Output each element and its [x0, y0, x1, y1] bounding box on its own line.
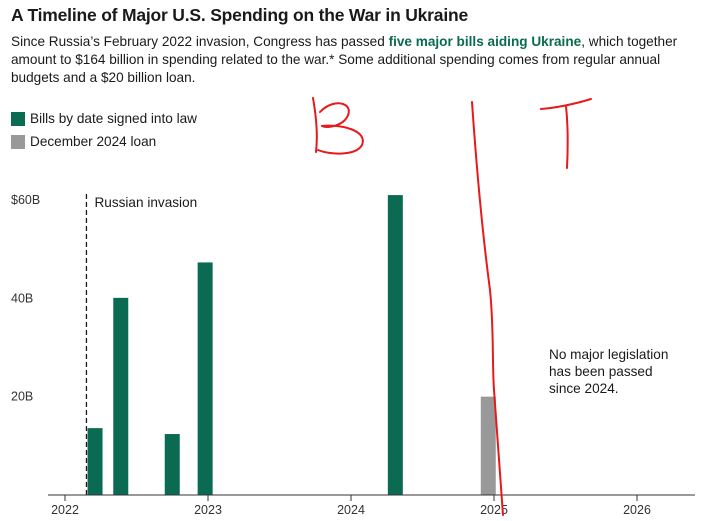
legend-item-loan: December 2024 loan	[11, 134, 156, 149]
bar-loan	[480, 396, 496, 495]
legend-swatch-bills	[11, 111, 25, 126]
note-line-2: has been passed	[549, 364, 653, 379]
note-annotation: No major legislation has been passed sin…	[549, 347, 668, 396]
bar-bill	[87, 428, 103, 495]
bar-bill	[164, 434, 180, 495]
chart-subtitle: Since Russia’s February 2022 invasion, C…	[11, 33, 701, 88]
legend-swatch-loan	[11, 134, 25, 149]
x-tick-label: 2022	[51, 503, 79, 517]
handwritten-letter-t	[540, 98, 592, 169]
legend-label-loan: December 2024 loan	[30, 134, 157, 149]
bar-bill	[387, 195, 403, 496]
invasion-label: Russian invasion	[94, 195, 197, 210]
x-tick-label: 2023	[194, 503, 222, 517]
subtitle-text-after: , which together amount to $164 billion …	[11, 34, 678, 86]
x-tick-label: 2026	[623, 503, 651, 517]
bar-bill	[113, 297, 129, 495]
note-line-1: No major legislation	[549, 347, 668, 362]
note-line-3: since 2024.	[549, 381, 619, 396]
subtitle-text-before: Since Russia’s February 2022 invasion, C…	[11, 34, 389, 49]
y-tick-label: $60B	[11, 193, 40, 207]
subtitle-highlight: five major bills aiding Ukraine	[388, 34, 582, 49]
legend-item-bills: Bills by date signed into law	[11, 111, 197, 126]
y-axis: 20B 40B $60B	[11, 193, 40, 404]
y-tick-label: 40B	[11, 291, 33, 305]
x-tick-label: 2025	[480, 503, 508, 517]
x-tick-label: 2024	[337, 503, 365, 517]
legend-label-bills: Bills by date signed into law	[30, 111, 197, 126]
chart-title: A Timeline of Major U.S. Spending on the…	[11, 5, 469, 25]
handwritten-letter-b	[312, 97, 364, 155]
bars	[87, 195, 496, 496]
handwritten-letter-i	[471, 101, 504, 516]
bar-bill	[197, 262, 213, 495]
x-axis: 2022 2023 2024 2025 2026	[51, 495, 651, 517]
y-tick-label: 20B	[11, 390, 33, 404]
handwriting-overlay	[312, 97, 592, 516]
